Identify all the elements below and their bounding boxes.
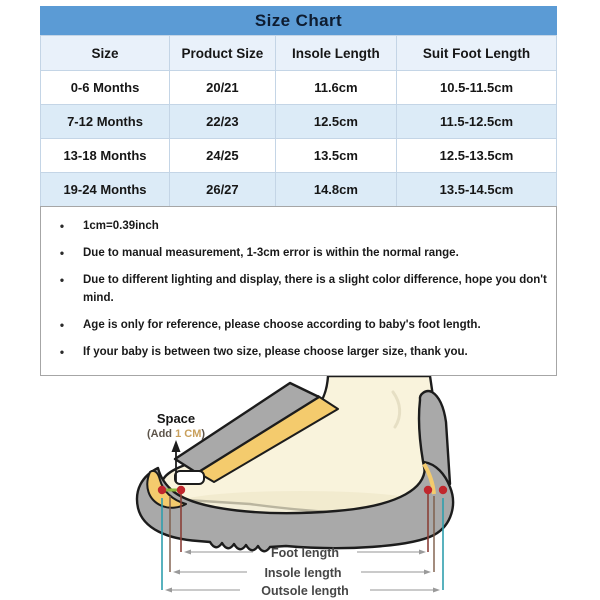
bullet-icon: • (59, 219, 65, 233)
cell-foot-length: 11.5-12.5cm (396, 104, 557, 139)
note-item: • If your baby is between two size, plea… (41, 343, 550, 361)
bullet-icon: • (59, 246, 65, 260)
space-label: Space (157, 411, 195, 426)
cell-foot-length: 13.5-14.5cm (396, 172, 557, 207)
measure-markers (157, 485, 448, 495)
space-sub-prefix: (Add (147, 428, 175, 440)
measure-dot (438, 485, 448, 495)
toenail (174, 470, 205, 485)
table-row: 13-18 Months 24/25 13.5cm 12.5-13.5cm (40, 138, 557, 173)
arrow-tick-icon (433, 587, 440, 593)
cell-foot-length: 12.5-13.5cm (396, 138, 557, 173)
insole-length-measure: Insole length (169, 496, 435, 580)
measure-dot (423, 485, 433, 495)
ankle-shading (391, 390, 402, 429)
note-text: Due to different lighting and display, t… (83, 274, 547, 304)
cell-age: 0-6 Months (40, 70, 170, 105)
note-item: • Due to different lighting and display,… (41, 271, 550, 307)
foot-length-measure: Foot length (180, 494, 429, 560)
space-sub-suffix: ) (201, 428, 205, 440)
notes-list: • 1cm=0.39inch • Due to manual measureme… (41, 217, 550, 361)
cell-age: 13-18 Months (40, 138, 170, 173)
size-table: Size Product Size Insole Length Suit Foo… (40, 35, 557, 207)
space-annotation: Space (Add 1 CM) (147, 411, 205, 482)
chart-title-bar: Size Chart (40, 6, 557, 35)
arrow-tick-icon (419, 549, 426, 555)
foot-illustration (135, 376, 455, 553)
arrow-tick-icon (184, 549, 191, 555)
foot-measurement-diagram: Space (Add 1 CM) Foot length Insole leng… (135, 376, 455, 598)
cell-age: 19-24 Months (40, 172, 170, 207)
note-item: • Due to manual measurement, 1-3cm error… (41, 244, 550, 262)
foot-length-label: Foot length (271, 546, 339, 560)
note-text: Due to manual measurement, 1-3cm error i… (83, 247, 459, 259)
bullet-icon: • (59, 345, 65, 359)
column-header-suit-foot-length: Suit Foot Length (396, 35, 557, 71)
insole-length-label: Insole length (264, 566, 341, 580)
cell-insole-length: 14.8cm (274, 172, 398, 207)
note-text: 1cm=0.39inch (83, 220, 159, 232)
header-row: Size Product Size Insole Length Suit Foo… (40, 35, 557, 71)
column-header-insole-length: Insole Length (274, 35, 398, 71)
note-item: • Age is only for reference, please choo… (41, 316, 550, 334)
cell-age: 7-12 Months (40, 104, 170, 139)
table-row: 7-12 Months 22/23 12.5cm 11.5-12.5cm (40, 104, 557, 139)
cell-product-size: 26/27 (169, 172, 276, 207)
space-sub-label: (Add 1 CM) (147, 428, 205, 440)
arrow-tick-icon (424, 569, 431, 575)
cell-product-size: 20/21 (169, 70, 276, 105)
outsole-length-label: Outsole length (261, 584, 349, 598)
note-text: If your baby is between two size, please… (83, 346, 468, 358)
measure-dot (176, 485, 186, 495)
cell-foot-length: 10.5-11.5cm (396, 70, 557, 105)
space-arrow-head-icon (171, 440, 181, 452)
note-text: Age is only for reference, please choose… (83, 319, 481, 331)
measure-dot (157, 485, 167, 495)
table-row: 0-6 Months 20/21 11.6cm 10.5-11.5cm (40, 70, 557, 105)
column-header-size: Size (40, 35, 170, 71)
cell-insole-length: 11.6cm (274, 70, 398, 105)
heel-insole-line (422, 462, 436, 495)
cell-insole-length: 13.5cm (274, 138, 398, 173)
outsole (135, 460, 455, 553)
column-header-product-size: Product Size (169, 35, 276, 71)
cell-product-size: 22/23 (169, 104, 276, 139)
bullet-icon: • (59, 273, 65, 287)
notes-box: • 1cm=0.39inch • Due to manual measureme… (40, 206, 557, 376)
arrow-tick-icon (173, 569, 180, 575)
toe-insole (146, 469, 187, 509)
note-item: • 1cm=0.39inch (41, 217, 550, 235)
cell-product-size: 24/25 (169, 138, 276, 173)
arrow-tick-icon (165, 587, 172, 593)
bullet-icon: • (59, 318, 65, 332)
cell-insole-length: 12.5cm (274, 104, 398, 139)
page-title: Size Chart (254, 10, 343, 30)
table-row: 19-24 Months 26/27 14.8cm 13.5-14.5cm (40, 172, 557, 207)
outsole-length-measure: Outsole length (161, 498, 444, 598)
space-sub-value: 1 CM (175, 428, 201, 440)
